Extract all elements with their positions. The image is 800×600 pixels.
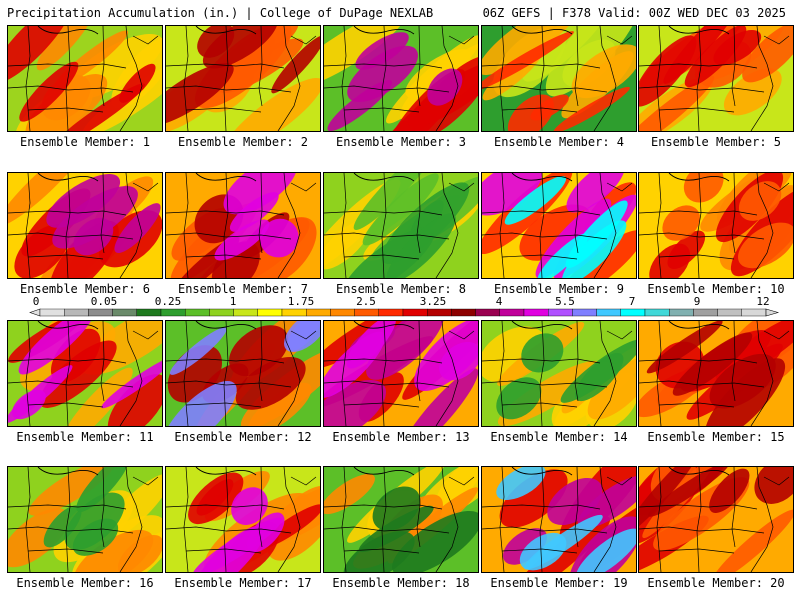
member-label: Ensemble Member: 11 xyxy=(16,430,154,444)
colorbar-left-arrow xyxy=(29,308,41,317)
colorbar-swatch xyxy=(306,308,331,317)
colorbar-tick-label: 1 xyxy=(229,295,237,308)
colorbar-tick-label: 0 xyxy=(32,295,40,308)
precip-map xyxy=(165,320,321,427)
member-label: Ensemble Member: 7 xyxy=(177,282,309,296)
member-label: Ensemble Member: 19 xyxy=(490,576,628,590)
precip-map xyxy=(165,25,321,132)
member-label: Ensemble Member: 8 xyxy=(335,282,467,296)
colorbar-tick-label: 0.25 xyxy=(154,295,182,308)
colorbar-tick-label: 5.5 xyxy=(555,295,575,308)
member-label: Ensemble Member: 20 xyxy=(647,576,785,590)
member-label: Ensemble Member: 1 xyxy=(19,135,151,149)
member-label: Ensemble Member: 10 xyxy=(647,282,785,296)
colorbar-swatch xyxy=(475,308,501,317)
colorbar-swatch xyxy=(63,308,89,317)
member-label: Ensemble Member: 16 xyxy=(16,576,154,590)
colorbar-swatch xyxy=(184,308,210,317)
colorbar-swatch xyxy=(136,308,162,317)
precip-map xyxy=(165,172,321,279)
colorbar-swatch xyxy=(281,308,307,317)
colorbar-swatch xyxy=(523,308,549,317)
precip-map xyxy=(638,466,794,573)
precip-map xyxy=(638,320,794,427)
precip-map xyxy=(638,25,794,132)
precip-map xyxy=(7,466,163,573)
member-label: Ensemble Member: 13 xyxy=(332,430,470,444)
member-label: Ensemble Member: 5 xyxy=(650,135,782,149)
member-label: Ensemble Member: 3 xyxy=(335,135,467,149)
member-label: Ensemble Member: 9 xyxy=(493,282,625,296)
colorbar-swatch xyxy=(39,308,65,317)
colorbar-swatch xyxy=(644,308,670,317)
colorbar-swatch xyxy=(717,308,742,317)
colorbar-swatches xyxy=(29,308,780,317)
member-label: Ensemble Member: 12 xyxy=(174,430,312,444)
colorbar-swatch xyxy=(427,308,452,317)
member-label: Ensemble Member: 2 xyxy=(177,135,309,149)
precip-colorbar: 0 0.05 0.25 1 1.75 2.5 3.25 4 5.5 7 9 12 xyxy=(0,296,800,318)
colorbar-swatch xyxy=(233,308,259,317)
colorbar-tick-label: 3.25 xyxy=(419,295,447,308)
colorbar-swatch xyxy=(257,308,283,317)
page-title: Precipitation Accumulation (in.) | Colle… xyxy=(7,6,434,20)
colorbar-tick-label: 12 xyxy=(756,295,770,308)
colorbar-swatch xyxy=(669,308,694,317)
member-label: Ensemble Member: 14 xyxy=(490,430,628,444)
colorbar-tick-label: 7 xyxy=(628,295,636,308)
colorbar-tick-label: 9 xyxy=(693,295,701,308)
colorbar-swatch xyxy=(160,308,186,317)
precip-map xyxy=(323,25,479,132)
precip-map xyxy=(323,320,479,427)
member-label: Ensemble Member: 6 xyxy=(19,282,151,296)
colorbar-swatch xyxy=(693,308,718,317)
precip-map xyxy=(481,466,637,573)
member-label: Ensemble Member: 15 xyxy=(647,430,785,444)
colorbar-swatch xyxy=(741,308,767,317)
colorbar-swatch xyxy=(402,308,428,317)
colorbar-swatch xyxy=(620,308,646,317)
member-label: Ensemble Member: 17 xyxy=(174,576,312,590)
colorbar-tick-label: 2.5 xyxy=(356,295,376,308)
precip-map xyxy=(481,172,637,279)
member-label: Ensemble Member: 4 xyxy=(493,135,625,149)
colorbar-swatch xyxy=(112,308,137,317)
colorbar-swatch xyxy=(596,308,621,317)
precip-map xyxy=(165,466,321,573)
precip-map xyxy=(7,320,163,427)
colorbar-swatch xyxy=(209,308,234,317)
colorbar-swatch xyxy=(354,308,380,317)
colorbar-right-arrow xyxy=(765,308,780,317)
colorbar-tick-label: 1.75 xyxy=(287,295,315,308)
precip-map xyxy=(481,320,637,427)
run-info: 06Z GEFS | F378 Valid: 00Z WED DEC 03 20… xyxy=(482,6,786,20)
member-label: Ensemble Member: 18 xyxy=(332,576,470,590)
colorbar-swatch xyxy=(548,308,573,317)
precip-map xyxy=(481,25,637,132)
colorbar-swatch xyxy=(572,308,597,317)
precip-map xyxy=(7,25,163,132)
precip-map xyxy=(323,172,479,279)
precip-map xyxy=(323,466,479,573)
precip-map xyxy=(638,172,794,279)
colorbar-swatch xyxy=(499,308,525,317)
colorbar-tick-label: 4 xyxy=(495,295,503,308)
precip-map xyxy=(7,172,163,279)
colorbar-swatch xyxy=(330,308,355,317)
colorbar-swatch xyxy=(451,308,476,317)
page-header: Precipitation Accumulation (in.) | Colle… xyxy=(0,0,800,24)
colorbar-swatch xyxy=(378,308,404,317)
colorbar-tick-label: 0.05 xyxy=(90,295,118,308)
colorbar-swatch xyxy=(88,308,113,317)
